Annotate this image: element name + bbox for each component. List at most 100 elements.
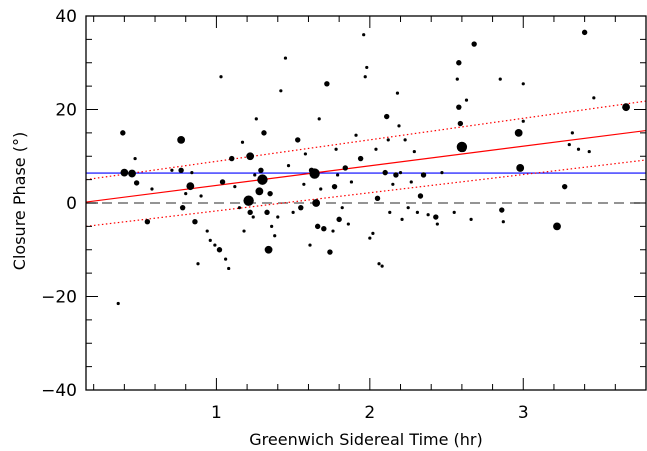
data-point [498, 77, 502, 81]
data-point [377, 262, 381, 266]
data-point [273, 234, 277, 238]
data-point [243, 195, 254, 206]
data-point [521, 119, 525, 123]
data-point [133, 156, 137, 161]
data-point [247, 209, 253, 216]
data-point [440, 171, 444, 175]
data-point [120, 168, 129, 177]
data-point [514, 128, 523, 137]
linear-fit-line [86, 129, 646, 203]
data-point [363, 75, 367, 79]
data-point [570, 131, 574, 135]
data-point [179, 204, 186, 211]
data-point [295, 137, 301, 143]
tick-marks [86, 15, 647, 391]
data-point [521, 82, 525, 86]
data-point [331, 229, 335, 233]
data-point [456, 104, 462, 110]
data-point [374, 195, 381, 202]
data-point [283, 56, 288, 60]
data-point [303, 152, 307, 156]
data-point [253, 173, 257, 177]
data-point [190, 171, 194, 175]
data-point [398, 171, 403, 175]
data-point [128, 169, 136, 178]
y-tick-label: 20 [55, 101, 77, 121]
data-point [331, 183, 338, 190]
x-tick-label: 3 [518, 403, 529, 423]
data-point [426, 213, 430, 217]
data-point [391, 182, 395, 186]
y-tick-label: 0 [66, 194, 77, 214]
data-point [150, 187, 154, 191]
data-point [227, 266, 231, 271]
data-point [317, 117, 321, 121]
data-point [362, 33, 366, 37]
data-point [178, 167, 184, 173]
data-point [321, 226, 327, 232]
data-point [349, 180, 354, 184]
data-point [380, 264, 384, 268]
x-axis-label: Greenwich Sidereal Time (hr) [249, 430, 482, 449]
data-point [433, 214, 439, 220]
data-point [516, 164, 525, 172]
data-point [116, 301, 120, 306]
data-point [144, 219, 151, 225]
data-point [302, 182, 306, 186]
data-point [219, 75, 223, 79]
data-point [251, 215, 255, 219]
data-point [242, 229, 246, 233]
data-point [365, 65, 369, 70]
data-point [257, 174, 268, 185]
data-point [246, 152, 255, 161]
y-tick-label: −40 [41, 381, 77, 401]
x-tick-label: 1 [211, 403, 222, 423]
data-point [192, 219, 198, 225]
data-point [420, 172, 427, 178]
y-axis-label: Closure Phase (°) [10, 132, 29, 270]
data-point [469, 217, 473, 221]
data-point [397, 124, 401, 128]
data-point [309, 168, 320, 179]
data-point [336, 216, 342, 223]
data-point [460, 146, 467, 152]
data-point [254, 117, 258, 121]
data-point [561, 183, 568, 190]
data-point [267, 190, 273, 197]
data-point [567, 142, 571, 147]
data-point [382, 169, 388, 176]
y-tick-label: −20 [41, 288, 77, 308]
data-point [255, 187, 264, 196]
data-point [452, 210, 456, 214]
data-point [499, 207, 505, 213]
data-point [340, 206, 344, 210]
data-point [400, 217, 404, 221]
data-point [368, 236, 372, 240]
data-point [279, 89, 283, 93]
data-point [319, 187, 323, 191]
data-point [184, 192, 188, 196]
data-point [291, 210, 295, 214]
data-point [501, 220, 505, 224]
data-point [457, 120, 464, 127]
data-point [314, 223, 321, 230]
data-point [581, 29, 588, 36]
data-point [312, 199, 321, 207]
data-point [237, 206, 242, 210]
x-tick-label: 2 [364, 403, 375, 423]
data-point [403, 138, 407, 142]
data-point [324, 81, 330, 87]
data-point [286, 164, 291, 168]
data-point [417, 193, 424, 199]
data-point [213, 243, 217, 247]
data-point [177, 135, 186, 144]
data-point [170, 168, 174, 172]
data-point [342, 165, 348, 171]
data-point [261, 130, 267, 136]
data-point [409, 180, 413, 184]
data-point [357, 155, 364, 162]
data-point [346, 222, 350, 226]
data-point [415, 210, 419, 214]
data-point [471, 41, 477, 47]
